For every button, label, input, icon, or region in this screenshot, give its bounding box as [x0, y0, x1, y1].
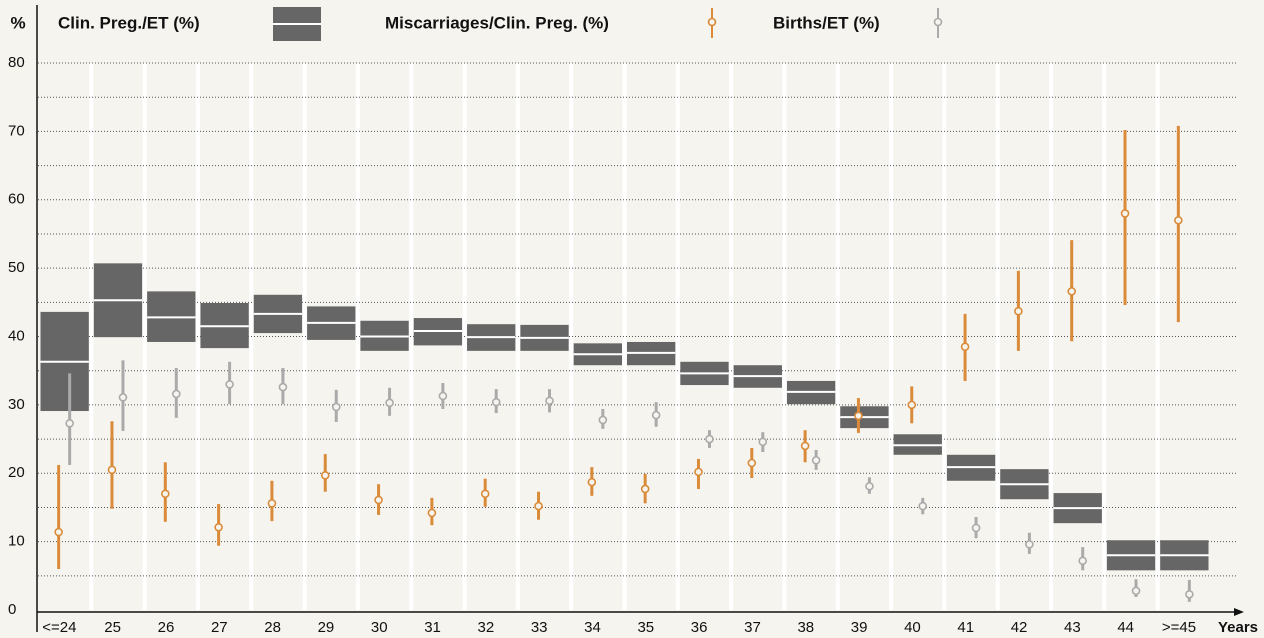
x-tick-label: 41	[957, 619, 974, 636]
legend-label: Clin. Preg./ET (%)	[58, 13, 200, 32]
point	[171, 389, 181, 399]
x-tick-label: 39	[851, 619, 868, 636]
point	[747, 458, 757, 468]
x-tick-label: <=24	[42, 619, 76, 636]
y-tick-label: 70	[8, 122, 25, 139]
x-tick-label: 34	[584, 619, 601, 636]
y-tick-label: 80	[8, 54, 25, 71]
point	[545, 396, 554, 406]
point	[480, 489, 490, 499]
x-tick-label: 27	[211, 619, 228, 636]
point	[214, 522, 223, 532]
point	[331, 402, 341, 412]
x-axis-label: Years	[1218, 619, 1258, 636]
x-tick-label: 31	[424, 619, 441, 636]
point	[960, 342, 970, 352]
y-tick-label: 40	[8, 327, 25, 344]
legend-swatch-point	[707, 17, 717, 27]
point	[854, 411, 863, 421]
point	[1131, 586, 1141, 596]
point	[54, 527, 63, 537]
point	[427, 508, 437, 518]
x-tick-label: 35	[637, 619, 654, 636]
x-tick-label: 38	[797, 619, 814, 636]
point	[1185, 589, 1194, 599]
x-tick-label: 44	[1117, 619, 1134, 636]
x-tick-label: 37	[744, 619, 761, 636]
legend-label: Births/ET (%)	[773, 13, 880, 32]
point	[907, 400, 917, 410]
x-tick-label: 43	[1064, 619, 1081, 636]
point	[118, 393, 128, 402]
point	[534, 501, 543, 511]
point	[278, 382, 288, 392]
point	[267, 499, 277, 508]
point	[1014, 306, 1023, 316]
point	[65, 419, 74, 428]
point	[587, 477, 597, 487]
point	[1025, 540, 1034, 549]
point	[438, 391, 448, 401]
x-tick-label: 36	[691, 619, 708, 636]
y-tick-label: 50	[8, 259, 25, 276]
point	[865, 481, 874, 491]
point	[1078, 556, 1088, 566]
point	[971, 523, 981, 533]
x-tick-label: >=45	[1162, 619, 1196, 636]
point	[758, 437, 768, 447]
point	[491, 397, 501, 407]
x-tick-label: 25	[104, 619, 121, 636]
point	[225, 380, 234, 389]
x-tick-label: 32	[478, 619, 495, 636]
x-tick-label: 33	[531, 619, 548, 636]
x-tick-label: 28	[264, 619, 281, 636]
point	[800, 441, 810, 451]
point	[1174, 215, 1183, 225]
y-tick-label: 20	[8, 464, 25, 481]
legend-swatch-point	[933, 17, 943, 27]
point	[1120, 209, 1130, 218]
y-axis-label: %	[10, 13, 25, 32]
point	[640, 484, 650, 494]
point	[918, 501, 928, 511]
x-tick-label: 40	[904, 619, 921, 636]
point	[1067, 287, 1077, 296]
point	[811, 455, 821, 465]
y-tick-label: 30	[8, 396, 25, 413]
point	[705, 434, 714, 444]
x-tick-label: 29	[318, 619, 335, 636]
x-tick-label: 26	[158, 619, 175, 636]
point	[374, 495, 383, 505]
point	[598, 415, 608, 425]
point	[320, 471, 330, 480]
point	[651, 410, 661, 420]
y-tick-label: 60	[8, 191, 25, 208]
legend-label: Miscarriages/Clin. Preg. (%)	[385, 13, 609, 32]
point	[160, 489, 170, 499]
point	[107, 465, 117, 475]
point	[385, 398, 394, 408]
x-axis-arrow	[1234, 608, 1244, 616]
point	[694, 467, 703, 477]
y-tick-label: 0	[8, 601, 16, 618]
x-tick-label: 30	[371, 619, 388, 636]
y-tick-label: 10	[8, 533, 25, 550]
x-tick-label: 42	[1011, 619, 1028, 636]
